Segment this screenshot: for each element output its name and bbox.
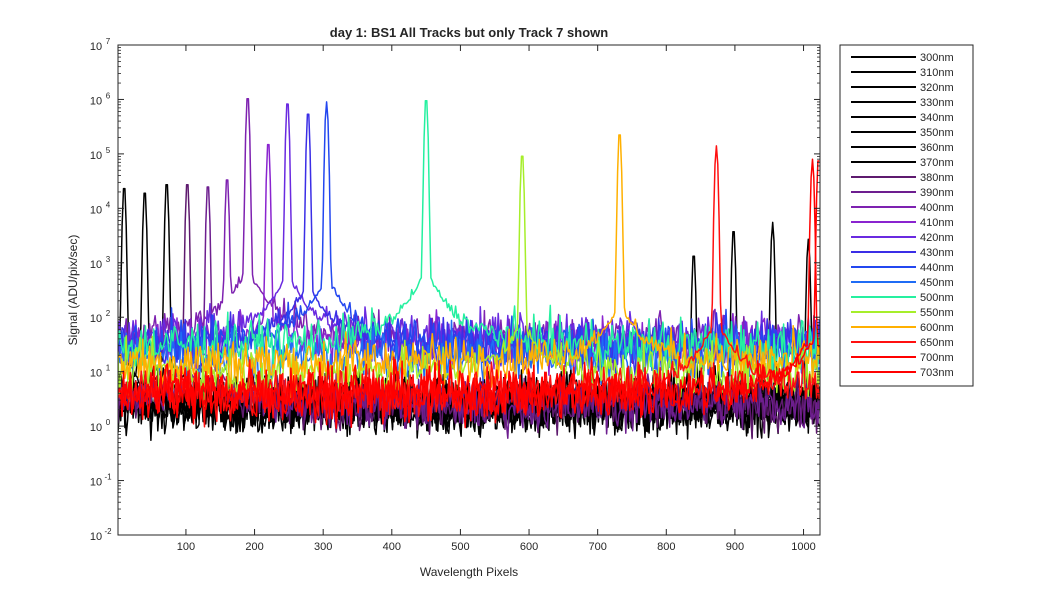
y-tick-label: 10: [90, 150, 102, 162]
legend-label: 370nm: [920, 157, 954, 169]
legend-label: 600nm: [920, 322, 954, 334]
x-tick-label: 500: [451, 541, 469, 553]
y-tick-label: 10: [90, 204, 102, 216]
y-tick-exponent: 6: [106, 91, 111, 100]
series-line-450nm: [118, 319, 820, 386]
y-tick-exponent: 2: [106, 309, 111, 318]
legend-label: 350nm: [920, 127, 954, 139]
y-tick-exponent: -1: [104, 473, 112, 482]
plot-area: 100 200 300 400 500 600 700 800 900 1000 10-210-1…: [90, 37, 821, 553]
x-tick-label: 900: [726, 541, 744, 553]
y-tick-exponent: 3: [106, 255, 111, 264]
x-tick-label: 300: [314, 541, 332, 553]
y-axis-label: Signal (ADU/pix/sec): [66, 235, 80, 346]
x-tick-label: 100: [177, 541, 195, 553]
y-tick-exponent: 1: [106, 364, 111, 373]
y-tick-label: 10: [90, 313, 102, 325]
x-tick-label: 400: [383, 541, 401, 553]
legend-label: 310nm: [920, 67, 954, 79]
series-layer: [118, 98, 820, 442]
y-tick-label: 10: [90, 95, 102, 107]
y-tick-label: 10: [90, 259, 102, 271]
series-line-600nm: [118, 134, 820, 399]
y-tick-label: 10: [90, 41, 102, 53]
legend-label: 410nm: [920, 217, 954, 229]
series-line-703nm: [118, 160, 820, 428]
legend-label: 330nm: [920, 97, 954, 109]
plot-frame: [117, 44, 821, 536]
legend-label: 703nm: [920, 367, 954, 379]
x-tick-label: 700: [588, 541, 606, 553]
y-tick-exponent: 4: [106, 200, 111, 209]
x-axis-label: Wavelength Pixels: [420, 565, 518, 579]
y-tick-exponent: 5: [106, 146, 111, 155]
legend-label: 650nm: [920, 337, 954, 349]
legend-label: 440nm: [920, 262, 954, 274]
x-tick-label: 800: [657, 541, 675, 553]
legend-label: 390nm: [920, 187, 954, 199]
legend-label: 700nm: [920, 352, 954, 364]
y-tick-label: 10: [90, 531, 102, 543]
legend-label: 500nm: [920, 292, 954, 304]
y-tick-exponent: 0: [106, 418, 111, 427]
legend-label: 550nm: [920, 307, 954, 319]
y-tick-label: 10: [90, 422, 102, 434]
legend-label: 430nm: [920, 247, 954, 259]
y-tick-exponent: -2: [104, 527, 112, 536]
x-tick-label: 1000: [791, 541, 815, 553]
x-tick-label: 600: [520, 541, 538, 553]
legend-label: 380nm: [920, 172, 954, 184]
x-axis: 100 200 300 400 500 600 700 800 900 1000: [177, 45, 816, 553]
chart-title: day 1: BS1 All Tracks but only Track 7 s…: [330, 25, 608, 40]
legend-label: 300nm: [920, 52, 954, 64]
legend-label: 400nm: [920, 202, 954, 214]
y-tick-label: 10: [90, 368, 102, 380]
x-tick-label: 200: [245, 541, 263, 553]
legend-label: 450nm: [920, 277, 954, 289]
legend-label: 360nm: [920, 142, 954, 154]
legend-label: 340nm: [920, 112, 954, 124]
legend-label: 320nm: [920, 82, 954, 94]
y-tick-label: 10: [90, 477, 102, 489]
legend-label: 420nm: [920, 232, 954, 244]
y-tick-exponent: 7: [106, 37, 111, 46]
legend: 300nm 310nm 320nm 330nm 340nm 350nm 360nm 370nm…: [839, 44, 974, 387]
